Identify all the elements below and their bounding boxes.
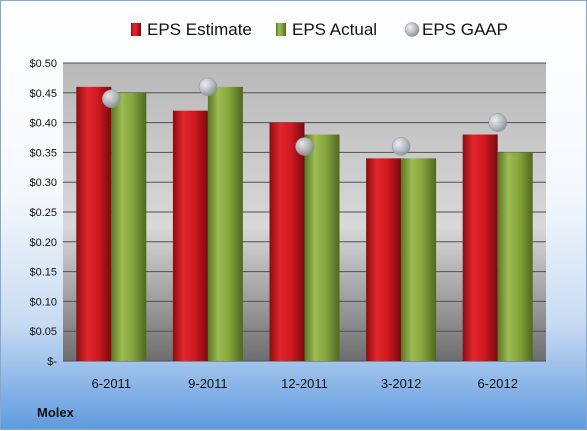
bars — [76, 86, 533, 362]
y-tick-label: $0.05 — [29, 326, 57, 338]
eps-actual-bar — [111, 92, 147, 362]
eps-gaap-point — [391, 137, 411, 156]
y-tick-label: $0.40 — [29, 118, 57, 130]
eps-gaap-point — [488, 113, 507, 132]
eps-actual-bar — [207, 86, 243, 361]
legend-eps-gaap: EPS GAAP — [404, 20, 508, 39]
x-tick-label: 12-2011 — [281, 376, 328, 391]
legend-label: EPS Actual — [292, 20, 377, 39]
eps-gaap-point — [295, 137, 314, 156]
x-tick-label: 3-2012 — [381, 376, 421, 391]
y-tick-label: $0.35 — [29, 147, 57, 159]
y-tick-label: $0.30 — [29, 177, 57, 189]
eps-actual-bar — [401, 158, 437, 361]
y-tick-label: $0.50 — [29, 58, 57, 70]
y-tick-label: $0.20 — [29, 237, 57, 249]
eps-estimate-bar — [76, 86, 112, 361]
x-axis-ticks: 6-2011 9-2011 12-2011 3-2012 6-2012 — [92, 376, 518, 391]
eps-estimate-bar — [172, 110, 208, 362]
legend-eps-estimate: EPS Estimate — [131, 20, 252, 39]
eps-gaap-point — [102, 89, 121, 109]
y-tick-label: $0.45 — [29, 88, 57, 100]
legend-swatch — [404, 22, 420, 37]
legend-label: EPS Estimate — [147, 20, 252, 39]
y-tick-label: $0.15 — [29, 267, 57, 279]
legend-swatch — [131, 23, 141, 36]
legend: EPS Estimate EPS Actual EPS GAAP — [131, 20, 508, 39]
x-tick-label: 9-2011 — [188, 376, 228, 391]
eps-estimate-bar — [366, 158, 402, 361]
eps-actual-bar — [304, 134, 340, 361]
y-tick-label: $0.25 — [29, 207, 57, 219]
legend-swatch — [276, 23, 286, 36]
y-tick-label: $- — [47, 356, 57, 368]
eps-gaap-point — [198, 77, 218, 97]
company-label: Molex — [37, 405, 75, 420]
legend-label: EPS GAAP — [422, 20, 508, 39]
eps-actual-bar — [497, 152, 533, 361]
x-tick-label: 6-2012 — [477, 376, 517, 391]
y-axis-ticks: $- $0.05 $0.10 $0.15 $0.20 $0.25 $0.30 $0.35 $0.… — [29, 58, 57, 368]
gaap-points — [102, 77, 507, 156]
eps-estimate-bar — [462, 134, 498, 361]
y-tick-label: $0.10 — [29, 296, 57, 308]
legend-eps-actual: EPS Actual — [276, 20, 377, 39]
eps-estimate-bar — [269, 122, 305, 361]
x-tick-label: 6-2011 — [92, 376, 132, 391]
